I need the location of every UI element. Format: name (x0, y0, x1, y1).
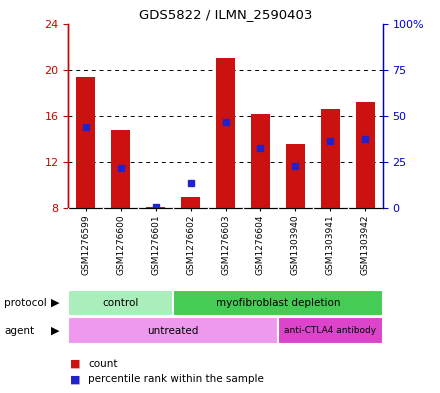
Bar (68, 317, 278, 344)
Text: untreated: untreated (147, 325, 199, 336)
Text: protocol: protocol (4, 298, 47, 308)
Text: GSM1276602: GSM1276602 (186, 215, 195, 275)
Text: GSM1303941: GSM1303941 (326, 215, 335, 275)
Text: count: count (88, 358, 117, 369)
Bar (286, 144, 305, 208)
Text: anti-CTLA4 antibody: anti-CTLA4 antibody (284, 326, 377, 335)
Text: GSM1303940: GSM1303940 (291, 215, 300, 275)
Text: ■: ■ (70, 374, 81, 384)
Text: control: control (103, 298, 139, 308)
Text: ■: ■ (70, 358, 81, 369)
Bar (278, 317, 383, 344)
Text: GSM1303942: GSM1303942 (361, 215, 370, 275)
Bar (111, 130, 130, 208)
Text: ▶: ▶ (51, 325, 59, 336)
Bar (251, 114, 270, 208)
Text: myofibroblast depletion: myofibroblast depletion (216, 298, 340, 308)
Text: percentile rank within the sample: percentile rank within the sample (88, 374, 264, 384)
Title: GDS5822 / ILMN_2590403: GDS5822 / ILMN_2590403 (139, 8, 312, 21)
Text: agent: agent (4, 325, 34, 336)
Text: ▶: ▶ (51, 298, 59, 308)
Text: GSM1276600: GSM1276600 (116, 215, 125, 275)
Bar (68, 290, 173, 316)
Bar (181, 197, 200, 208)
Text: GSM1276599: GSM1276599 (81, 215, 90, 275)
Text: GSM1276603: GSM1276603 (221, 215, 230, 275)
Bar (76, 77, 95, 208)
Bar (216, 58, 235, 208)
Text: GSM1276601: GSM1276601 (151, 215, 160, 275)
Bar (173, 290, 383, 316)
Bar (146, 207, 165, 208)
Bar (356, 102, 375, 208)
Bar (321, 109, 340, 208)
Text: GSM1276604: GSM1276604 (256, 215, 265, 275)
